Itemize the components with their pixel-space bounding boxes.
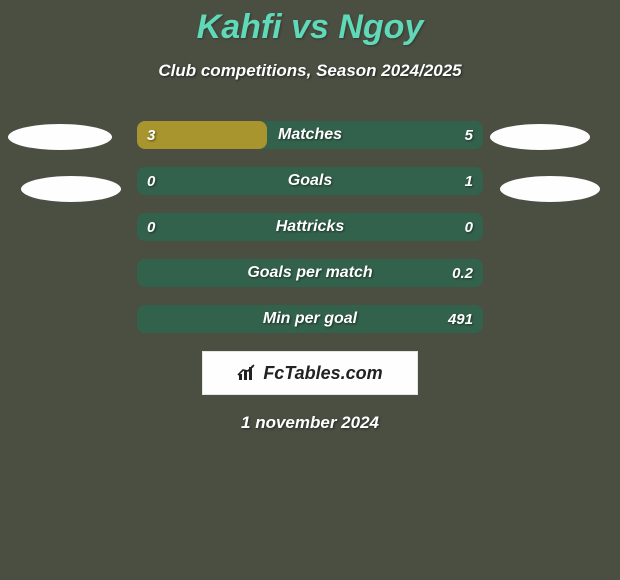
stat-row: 00Hattricks <box>137 213 483 241</box>
stat-row: 0.2Goals per match <box>137 259 483 287</box>
stat-label: Goals <box>137 167 483 195</box>
stat-label: Min per goal <box>137 305 483 333</box>
decorative-oval <box>500 176 600 202</box>
logo-text: FcTables.com <box>263 363 382 384</box>
chart-icon <box>237 364 259 382</box>
stat-row: 01Goals <box>137 167 483 195</box>
decorative-oval <box>21 176 121 202</box>
stat-row: 35Matches <box>137 121 483 149</box>
stat-rows: 35Matches 01Goals 00Hattricks 0.2Goals per … <box>0 121 620 333</box>
stat-row: 491Min per goal <box>137 305 483 333</box>
decorative-oval <box>8 124 112 150</box>
widget-container: Kahfi vs Ngoy Club competitions, Season … <box>0 0 620 580</box>
decorative-oval <box>490 124 590 150</box>
snapshot-date: 1 november 2024 <box>0 413 620 433</box>
comparison-title: Kahfi vs Ngoy <box>0 0 620 47</box>
stat-label: Hattricks <box>137 213 483 241</box>
stat-label: Matches <box>137 121 483 149</box>
fctables-logo[interactable]: FcTables.com <box>202 351 418 395</box>
stat-label: Goals per match <box>137 259 483 287</box>
season-subtitle: Club competitions, Season 2024/2025 <box>0 61 620 81</box>
